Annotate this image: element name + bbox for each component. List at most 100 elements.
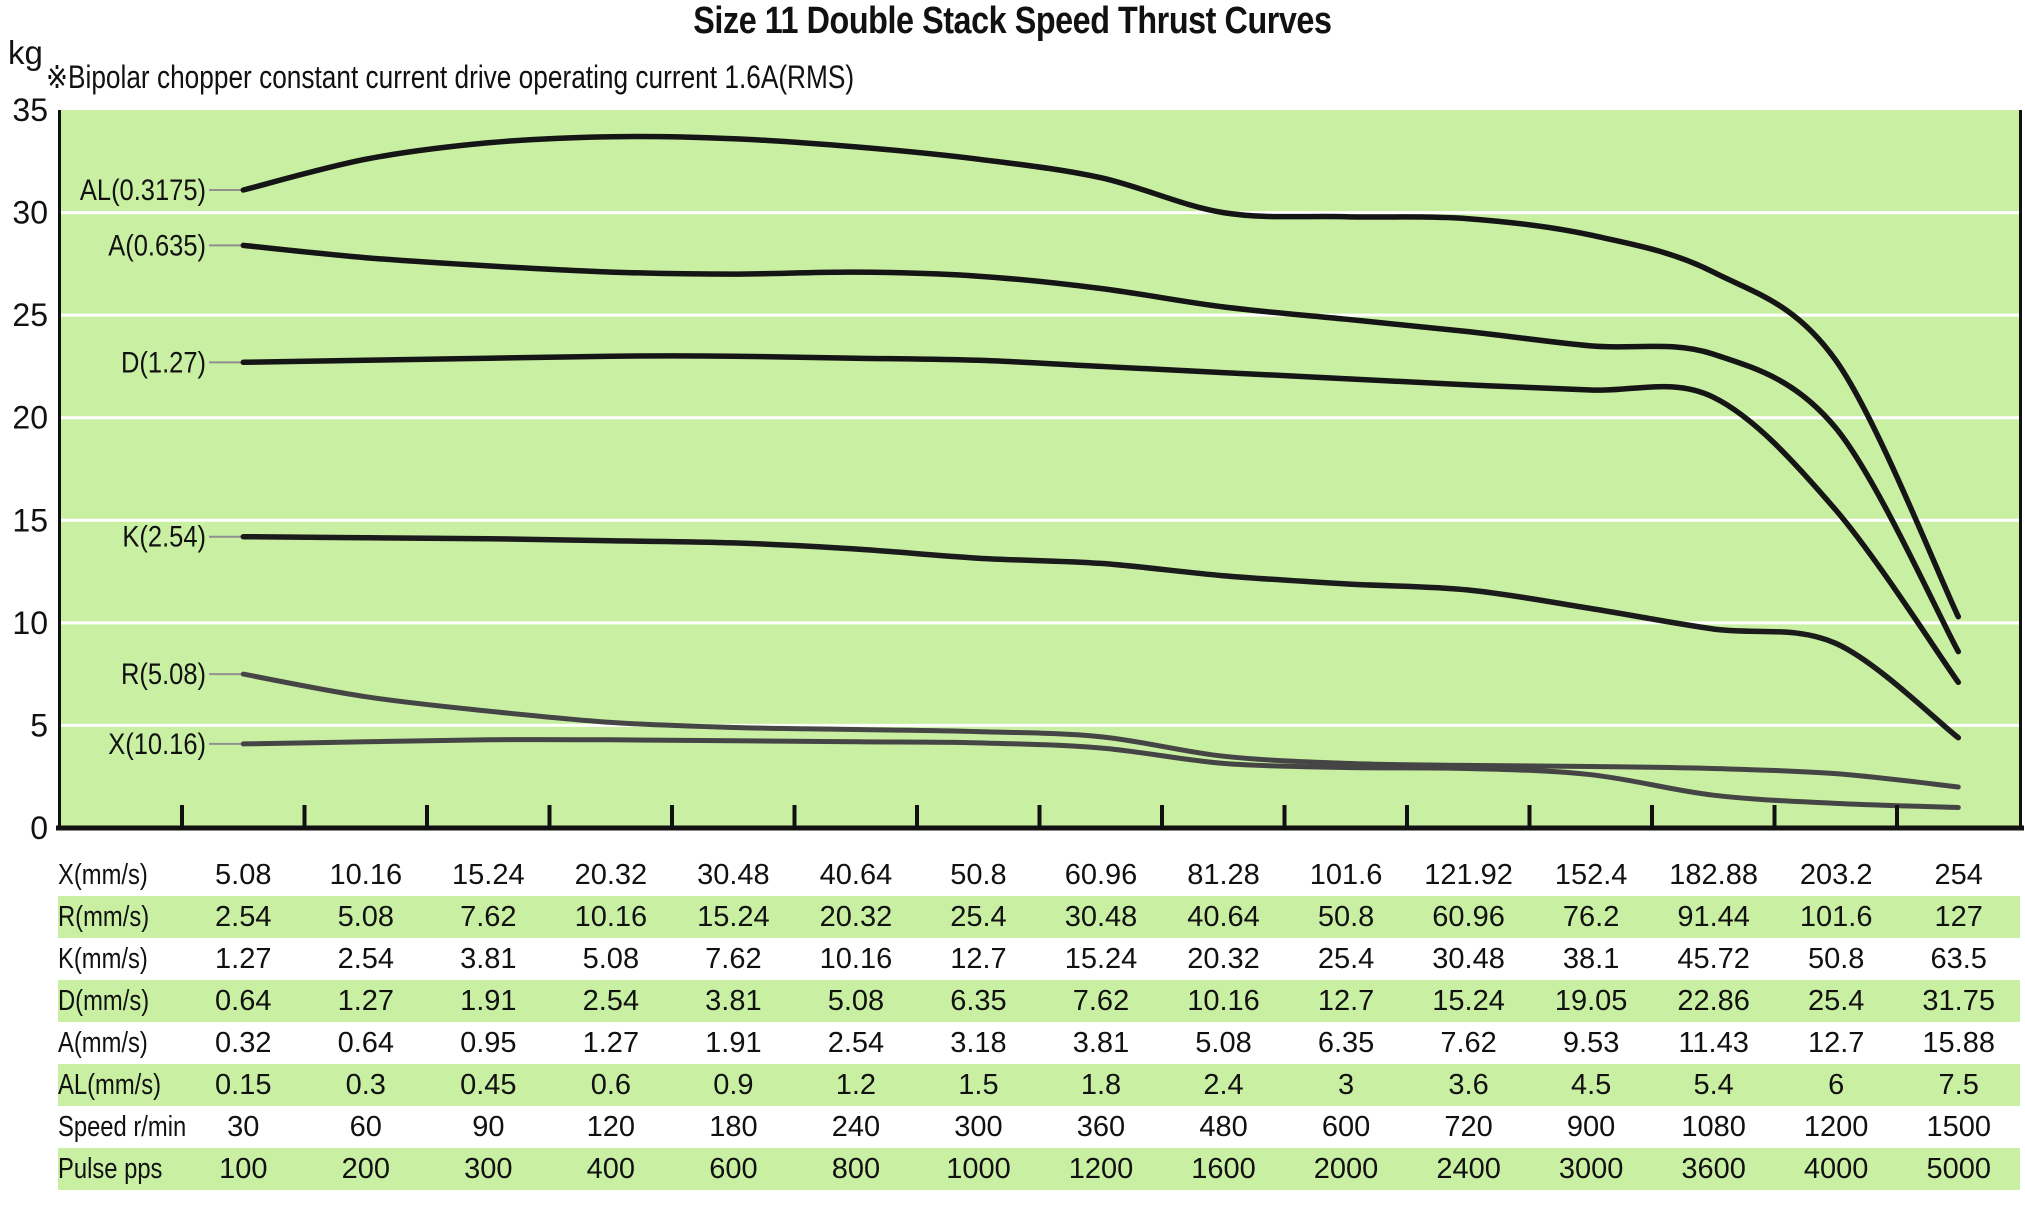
table-cell: 10.16: [329, 858, 403, 891]
table-cell: 50.8: [1807, 942, 1865, 975]
table-cell: 121.92: [1424, 858, 1513, 891]
page-title: Size 11 Double Stack Speed Thrust Curves: [0, 0, 2025, 43]
table-cell: 5.08: [827, 984, 885, 1017]
table-cell: 152.4: [1554, 858, 1628, 891]
row-label: X(mm/s): [58, 854, 182, 896]
row-label: Pulse pps: [58, 1148, 182, 1190]
page-title-text: Size 11 Double Stack Speed Thrust Curves: [693, 0, 1332, 42]
table-cell: 5000: [1926, 1152, 1991, 1185]
table-cell: 2.4: [1203, 1068, 1244, 1101]
table-cell: 120: [586, 1110, 636, 1143]
table-cell: 182.88: [1669, 858, 1758, 891]
table-cell: 0.95: [460, 1026, 517, 1059]
table-cell: 10.16: [819, 942, 893, 975]
table-cell: 7.62: [1072, 984, 1130, 1017]
table-cell: 1200: [1803, 1110, 1869, 1143]
table-cell: 81.28: [1187, 858, 1260, 891]
row-label: K(mm/s): [58, 938, 182, 980]
table-cell: 6.35: [1317, 1026, 1375, 1059]
table-cell: 90: [472, 1110, 505, 1143]
y-tick-label-10: 10: [12, 605, 48, 641]
table-row-a-mm-s-: A(mm/s) 0.32 0.64 0.95 1.27 1.91 2.54 3.18 3.81 5…: [58, 1022, 2020, 1064]
table-cell: 900: [1566, 1110, 1616, 1143]
table-cell: 15.88: [1922, 1026, 1995, 1059]
curve-al-0-3175: [240, 133, 1962, 620]
table-cell: 101.6: [1309, 858, 1383, 891]
row-label-text: X(mm/s): [58, 858, 148, 891]
table-cell: 9.53: [1562, 1026, 1620, 1059]
table-cell: 15.24: [697, 900, 770, 933]
row-label: Speed r/min: [58, 1106, 186, 1148]
table-cell: 300: [954, 1110, 1003, 1143]
table-cell: 25.4: [1807, 984, 1865, 1017]
row-label: AL(mm/s): [58, 1064, 182, 1106]
table-cell: 38.1: [1562, 942, 1620, 975]
table-cell: 45.72: [1677, 942, 1750, 975]
table-cell: 0.45: [460, 1068, 517, 1101]
table-cell: 0.15: [215, 1068, 272, 1101]
speed-conversion-table: X(mm/s) 5.08 10.16 15.24 20.32 30.48 40.64 50.8…: [58, 854, 2020, 1190]
row-label-text: D(mm/s): [58, 984, 150, 1017]
table-cell: 600: [709, 1152, 758, 1185]
table-cell: 3.81: [1072, 1026, 1130, 1059]
table-cell: 720: [1444, 1110, 1493, 1143]
table-cell: 1600: [1191, 1152, 1256, 1185]
curve-a-0-635: [240, 242, 1962, 655]
table-cell: 10.16: [1187, 984, 1260, 1017]
table-cell: 5.08: [1195, 1026, 1252, 1059]
table-cell: 7.62: [460, 900, 517, 933]
table-row-speed-r-min: Speed r/min 30 60 90 120 180 240 300 360 480 600 72…: [58, 1106, 2020, 1148]
table-cell: 0.64: [215, 984, 272, 1017]
table-cell: 50.8: [1317, 900, 1375, 933]
table-cell: 25.4: [950, 900, 1007, 933]
table-cell: 0.9: [713, 1068, 754, 1101]
table-cell: 5.08: [337, 900, 395, 933]
table-cell: 6: [1828, 1068, 1845, 1101]
table-cell: 0.32: [215, 1026, 272, 1059]
table-cell: 200: [341, 1152, 390, 1185]
plot-background: [58, 110, 2022, 828]
curve-label-d-1-27: D(1.27): [121, 345, 206, 378]
y-tick-label-0: 0: [30, 810, 48, 846]
row-label-text: Pulse pps: [58, 1152, 163, 1185]
table-cell: 1200: [1068, 1152, 1134, 1185]
table-cell: 7.5: [1938, 1068, 1979, 1101]
table-cell: 20.32: [819, 900, 893, 933]
table-cell: 50.8: [950, 858, 1007, 891]
y-tick-label-15: 15: [12, 502, 48, 538]
table-cell: 100: [219, 1152, 268, 1185]
table-cell: 2.54: [827, 1026, 885, 1059]
table-cell: 203.2: [1799, 858, 1873, 891]
table-cell: 2.54: [582, 984, 640, 1017]
table-cell: 1000: [946, 1152, 1011, 1185]
row-label-text: K(mm/s): [58, 942, 148, 975]
table-cell: 60.96: [1064, 858, 1138, 891]
table-cell: 20.32: [1187, 942, 1260, 975]
table-cell: 1.91: [460, 984, 517, 1017]
table-cell: 22.86: [1677, 984, 1750, 1017]
table-cell: 3000: [1558, 1152, 1624, 1185]
table-cell: 7.62: [705, 942, 762, 975]
table-cell: 2000: [1313, 1152, 1379, 1185]
table-cell: 25.4: [1317, 942, 1375, 975]
table-cell: 800: [831, 1152, 881, 1185]
table-cell: 30.48: [1064, 900, 1138, 933]
row-label: R(mm/s): [58, 896, 182, 938]
table-cell: 0.64: [337, 1026, 395, 1059]
table-cell: 2.54: [215, 900, 272, 933]
table-cell: 4000: [1803, 1152, 1869, 1185]
y-tick-label-35: 35: [12, 92, 48, 128]
table-cell: 5.08: [215, 858, 272, 891]
table-cell: 10.16: [574, 900, 648, 933]
table-cell: 6.35: [950, 984, 1007, 1017]
table-cell: 12.7: [1317, 984, 1375, 1017]
table-row-k-mm-s-: K(mm/s) 1.27 2.54 3.81 5.08 7.62 10.16 12.7 15.2…: [58, 938, 2020, 980]
chart-note-text: ※Bipolar chopper constant current drive …: [46, 59, 855, 95]
curve-k-2-54: [240, 533, 1962, 741]
table-cell: 1.5: [958, 1068, 999, 1101]
table-cell: 3: [1337, 1068, 1355, 1101]
table-row-pulse-pps: Pulse pps 100 200 300 400 600 800 1000 1200 1600 2…: [58, 1148, 2020, 1190]
table-cell: 76.2: [1562, 900, 1620, 933]
table-row-al-mm-s-: AL(mm/s) 0.15 0.3 0.45 0.6 0.9 1.2 1.5 1.8 2.4 3 3.…: [58, 1064, 2020, 1106]
y-axis-unit-label: kg: [8, 34, 43, 71]
